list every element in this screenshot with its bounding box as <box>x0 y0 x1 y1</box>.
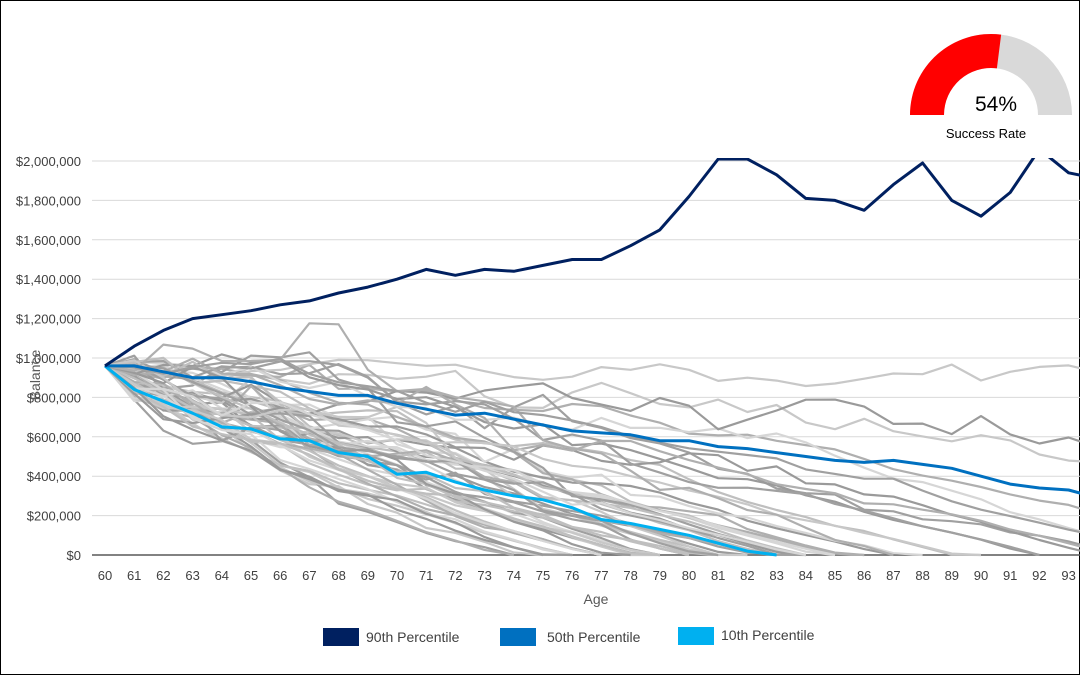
x-tick-label: 78 <box>623 568 637 583</box>
y-tick-label: $400,000 <box>27 469 81 484</box>
simulation-line <box>104 364 660 557</box>
simulation-line <box>104 363 1080 546</box>
gauge-value: 54% <box>975 93 1017 116</box>
x-tick-label: 84 <box>799 568 813 583</box>
x-tick-label: 79 <box>653 568 667 583</box>
simulation-line <box>104 363 1080 510</box>
x-tick-label: 83 <box>769 568 783 583</box>
y-tick-label: $1,000,000 <box>16 351 81 366</box>
series-line-90th-percentile <box>104 158 1080 368</box>
simulation-line <box>104 364 865 557</box>
x-axis-title: Age <box>584 591 609 607</box>
legend-item-50th: 50th Percentile <box>500 628 641 646</box>
y-axis-title: Balance <box>27 349 43 400</box>
y-tick-label: $600,000 <box>27 430 81 445</box>
x-tick-label: 63 <box>185 568 199 583</box>
simulation-line <box>104 360 1040 557</box>
x-tick-label: 85 <box>828 568 842 583</box>
simulation-line <box>104 357 1080 548</box>
gauge-label: Success Rate <box>946 126 1026 141</box>
y-tick-label: $0 <box>67 548 81 563</box>
x-tick-label: 77 <box>594 568 608 583</box>
legend-swatch-90th <box>323 628 359 646</box>
simulation-line <box>104 365 690 557</box>
x-tick-label: 68 <box>331 568 345 583</box>
legend-label-50th: 50th Percentile <box>547 629 641 645</box>
x-tick-label: 72 <box>448 568 462 583</box>
simulation-line <box>104 364 748 557</box>
series-line-50th-percentile <box>105 364 1080 495</box>
x-tick-label: 60 <box>98 568 112 583</box>
gauge-fill <box>910 34 1002 115</box>
x-tick-label: 64 <box>215 568 229 583</box>
legend-item-90th: 90th Percentile <box>323 628 460 646</box>
simulation-line <box>104 358 1080 388</box>
simulation-line <box>104 357 836 557</box>
simulation-line <box>104 361 1080 533</box>
simulation-line <box>104 365 573 557</box>
x-tick-label: 89 <box>945 568 959 583</box>
y-tick-label: $2,000,000 <box>16 154 81 169</box>
simulation-line <box>104 322 894 557</box>
x-tick-label: 92 <box>1032 568 1046 583</box>
y-tick-label: $1,600,000 <box>16 233 81 248</box>
legend-swatch-50th <box>500 628 536 646</box>
x-tick-label: 93 <box>1061 568 1075 583</box>
series-line-10th-percentile <box>104 364 777 557</box>
x-tick-label: 66 <box>273 568 287 583</box>
simulation-line <box>104 359 982 557</box>
success-gauge: 54% Success Rate <box>910 34 1072 141</box>
x-tick-label: 82 <box>740 568 754 583</box>
x-tick-label: 70 <box>390 568 404 583</box>
simulation-lines <box>104 322 1080 557</box>
x-tick-label: 61 <box>127 568 141 583</box>
simulation-line <box>104 364 1080 552</box>
simulation-line <box>104 357 1080 534</box>
legend-swatch-10th <box>678 627 714 645</box>
x-tick-label: 69 <box>361 568 375 583</box>
y-axis-ticks: $0 $200,000 $400,000 $600,000 $800,000 $1,000… <box>16 154 81 563</box>
simulation-line <box>104 365 807 557</box>
legend-label-10th: 10th Percentile <box>721 627 815 643</box>
x-tick-label: 88 <box>915 568 929 583</box>
x-tick-label: 81 <box>711 568 725 583</box>
simulation-line <box>104 365 1080 445</box>
simulation-line <box>104 364 777 557</box>
x-tick-label: 76 <box>565 568 579 583</box>
x-tick-label: 80 <box>682 568 696 583</box>
legend-label-90th: 90th Percentile <box>366 629 460 645</box>
x-tick-label: 62 <box>156 568 170 583</box>
x-tick-label: 73 <box>477 568 491 583</box>
y-tick-label: $1,400,000 <box>16 272 81 287</box>
simulation-line <box>104 351 806 557</box>
x-tick-label: 74 <box>507 568 521 583</box>
y-tick-label: $200,000 <box>27 509 81 524</box>
percentile-lines <box>104 158 1080 557</box>
x-axis-ticks: 60 61 62 63 64 65 66 67 68 69 70 71 72 73 74 75 76 77 78 79… <box>98 568 1076 583</box>
legend: 90th Percentile 50th Percentile 10th Per… <box>323 627 815 646</box>
y-tick-label: $1,200,000 <box>16 312 81 327</box>
x-tick-label: 65 <box>244 568 258 583</box>
y-tick-label: $800,000 <box>27 390 81 405</box>
x-tick-label: 91 <box>1003 568 1017 583</box>
x-tick-label: 90 <box>974 568 988 583</box>
y-tick-label: $1,800,000 <box>16 193 81 208</box>
x-tick-label: 67 <box>302 568 316 583</box>
x-tick-label: 86 <box>857 568 871 583</box>
legend-item-10th: 10th Percentile <box>678 627 815 645</box>
x-tick-label: 87 <box>886 568 900 583</box>
x-tick-label: 75 <box>536 568 550 583</box>
x-tick-label: 71 <box>419 568 433 583</box>
